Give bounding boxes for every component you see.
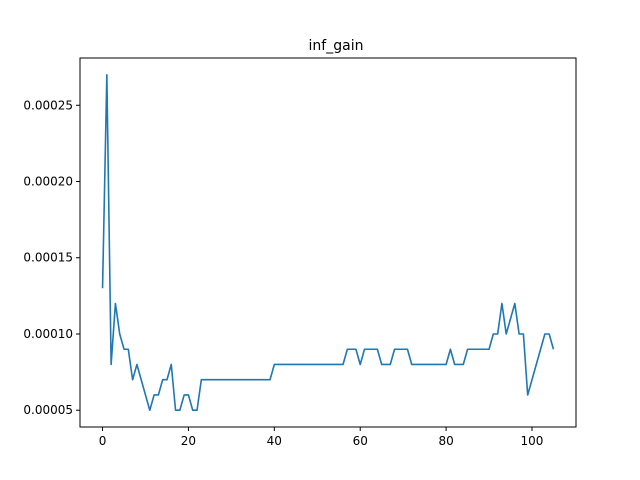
y-tick-label: 0.00025 <box>23 98 73 112</box>
series-layer <box>101 73 555 412</box>
y-tick-label: 0.00005 <box>23 403 73 417</box>
y-axis: 0.00005 0.00010 0.00015 0.00020 0.00025 <box>23 98 80 417</box>
x-tick-label: 0 <box>99 434 107 448</box>
y-tick-label: 0.00010 <box>23 327 73 341</box>
axes-frame <box>79 57 577 428</box>
y-tick-label: 0.00020 <box>23 175 73 189</box>
chart-title: inf_gain <box>309 38 364 54</box>
x-axis: 0 20 40 60 80 100 <box>99 427 544 448</box>
x-tick-label: 40 <box>267 434 282 448</box>
x-tick-label: 20 <box>181 434 196 448</box>
x-tick-label: 100 <box>521 434 544 448</box>
series-line <box>101 73 555 412</box>
y-tick-label: 0.00015 <box>23 251 73 265</box>
plot-area <box>79 57 577 428</box>
x-tick-label: 60 <box>353 434 368 448</box>
x-tick-label: 80 <box>438 434 453 448</box>
